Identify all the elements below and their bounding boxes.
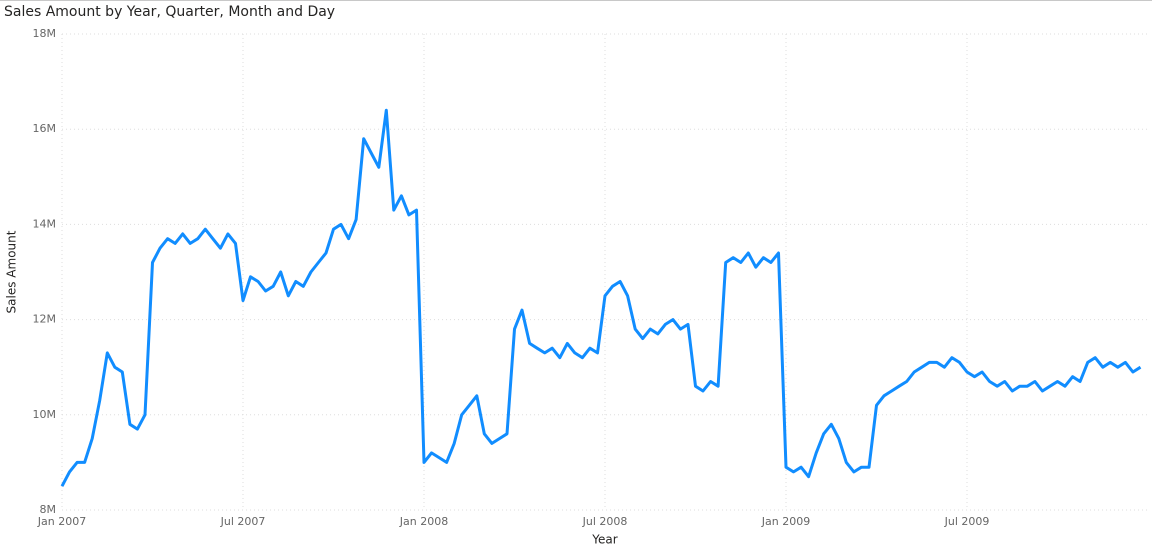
x-tick-label: Jul 2008 [582, 515, 628, 528]
x-tick-label: Jan 2009 [761, 515, 810, 528]
y-tick-label: 12M [33, 313, 57, 326]
sales-line [60, 108, 1142, 487]
x-tick-label: Jul 2009 [944, 515, 990, 528]
y-tick-label: 18M [33, 27, 57, 40]
y-tick-label: 14M [33, 217, 57, 230]
y-tick-label: 10M [33, 408, 57, 421]
chart-title: Sales Amount by Year, Quarter, Month and… [4, 4, 335, 20]
x-tick-label: Jan 2008 [399, 515, 448, 528]
x-tick-label: Jul 2007 [220, 515, 266, 528]
y-axis-title: Sales Amount [5, 230, 19, 313]
y-tick-label: 16M [33, 122, 57, 135]
x-axis-title: Year [591, 533, 617, 547]
x-tick-label: Jan 2007 [37, 515, 86, 528]
y-tick-label: 8M [40, 503, 57, 516]
